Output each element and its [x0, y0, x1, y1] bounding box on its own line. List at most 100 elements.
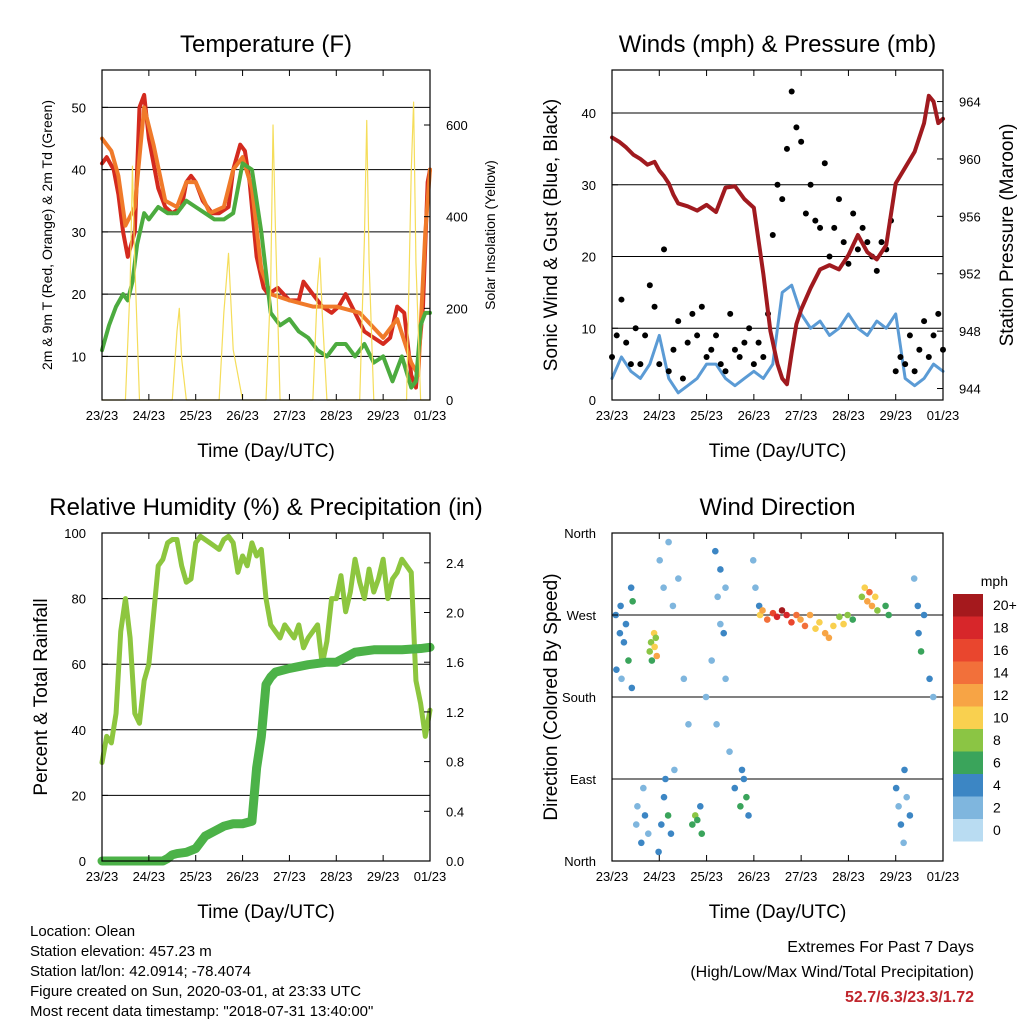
series-9m-t [100, 105, 432, 378]
direction-point [696, 803, 704, 810]
panel-title: Relative Humidity (%) & Precipitation (i… [49, 494, 482, 521]
y-tick-label: 40 [582, 106, 596, 121]
gust-point [665, 368, 672, 375]
gust-point [769, 232, 776, 238]
series-station-pressure [610, 93, 945, 387]
direction-point [625, 657, 632, 664]
x-tick-label: 29/23 [367, 869, 400, 884]
direction-point [641, 812, 649, 819]
x-tick-label: 23/23 [86, 408, 119, 423]
direction-point [861, 584, 869, 591]
gust-point [684, 339, 691, 346]
legend-swatch [953, 729, 983, 752]
gust-point [703, 353, 710, 360]
y-tick-label: 20 [72, 287, 86, 302]
direction-point [708, 657, 715, 664]
plot-frame [101, 69, 431, 401]
direction-point [689, 821, 696, 828]
direction-point [901, 766, 908, 774]
direction-point [647, 639, 655, 646]
x-axis-label: Time (Day/UTC) [197, 902, 335, 923]
x-tick-label: 28/23 [320, 408, 353, 423]
x-tick-label: 27/23 [785, 869, 818, 884]
x-tick-label: 25/23 [179, 408, 212, 423]
gust-point [911, 368, 918, 375]
x-tick-label: 01/23 [927, 408, 960, 423]
gust-point [722, 368, 729, 375]
legend-swatch [953, 639, 983, 662]
y-tick-label: 30 [582, 178, 596, 193]
direction-point [806, 611, 814, 619]
direction-point [669, 602, 677, 610]
direction-point [910, 575, 918, 582]
gust-point [618, 296, 625, 303]
gust-point [850, 210, 857, 217]
gust-point [788, 88, 795, 95]
x-tick-label: 25/23 [690, 408, 723, 423]
y-tick-label: 50 [72, 100, 86, 115]
legend-swatch [953, 594, 983, 617]
y2-tick-label: 2.0 [446, 606, 464, 621]
direction-point [714, 593, 721, 601]
gust-point [627, 361, 634, 368]
gust-point [807, 181, 814, 188]
gust-point [679, 375, 686, 382]
y-tick-label: 0 [79, 854, 86, 869]
x-tick-label: 29/23 [367, 408, 400, 423]
y-tick-label: 20 [72, 788, 86, 803]
legend-swatch [953, 819, 983, 842]
gust-point [831, 224, 838, 231]
extremes-subtitle: (High/Low/Max Wind/Total Precipitation) [690, 964, 974, 981]
direction-point [793, 611, 800, 619]
direction-point [675, 575, 682, 582]
gust-point [651, 303, 658, 310]
y2-tick-label: 1.2 [446, 705, 464, 720]
recent-data-text: Most recent data timestamp: "2018-07-31 … [30, 1003, 374, 1020]
x-tick-label: 01/23 [414, 869, 447, 884]
x-tick-label: 25/23 [179, 869, 212, 884]
legend-title: mph [981, 573, 1008, 589]
x-tick-label: 28/23 [320, 869, 353, 884]
x-tick-label: 01/23 [414, 408, 447, 423]
direction-point [844, 611, 851, 619]
x-tick-label: 24/23 [643, 408, 676, 423]
created-text: Figure created on Sun, 2020-03-01, at 23… [30, 983, 362, 1000]
gust-point [935, 310, 942, 317]
x-tick-label: 24/23 [643, 869, 676, 884]
direction-point [646, 648, 654, 655]
gust-point [826, 253, 833, 260]
direction-point [752, 584, 759, 591]
location-text: Location: Olean [30, 923, 136, 940]
direction-point [660, 584, 667, 591]
gust-point [642, 332, 649, 339]
x-tick-label: 26/23 [226, 408, 259, 423]
direction-point [640, 784, 647, 792]
gust-point [741, 339, 748, 346]
gust-point [930, 332, 937, 339]
direction-point [926, 675, 933, 683]
direction-point [665, 538, 672, 546]
y-tick-label: 20 [582, 250, 596, 265]
gust-point [859, 224, 866, 231]
y-tick-label: West [567, 608, 597, 623]
y2-tick-label: 0 [446, 393, 453, 408]
direction-point [882, 602, 889, 610]
series-relative-humidity [99, 533, 433, 766]
legend-swatch [953, 751, 983, 774]
direction-point [655, 848, 662, 856]
y-tick-label: 60 [72, 657, 86, 672]
gust-point [902, 361, 909, 368]
y2-tick-label: 600 [446, 118, 468, 133]
direction-point [745, 812, 752, 819]
direction-point [702, 693, 710, 701]
legend-label: 8 [993, 732, 1001, 748]
x-tick-label: 26/23 [738, 869, 771, 884]
direction-point [713, 721, 720, 728]
y2-tick-label: 944 [959, 382, 981, 397]
direction-point [903, 793, 910, 801]
direction-point [671, 766, 678, 774]
direction-point [617, 602, 624, 610]
x-tick-label: 29/23 [879, 408, 912, 423]
y2-tick-label: 1.6 [446, 655, 464, 670]
direction-point [680, 675, 688, 683]
